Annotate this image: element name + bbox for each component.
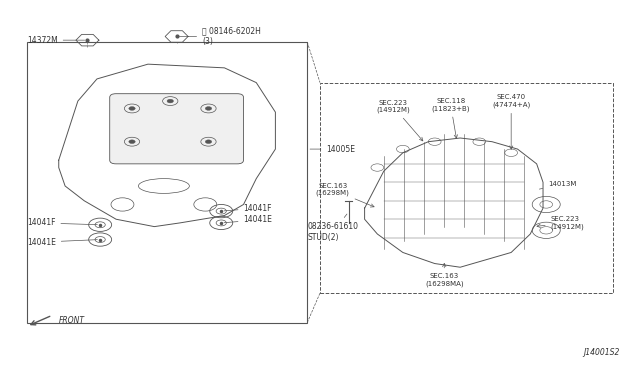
- Circle shape: [205, 140, 212, 144]
- Text: J14001S2: J14001S2: [583, 348, 620, 357]
- FancyBboxPatch shape: [109, 94, 244, 164]
- Circle shape: [167, 99, 173, 103]
- Text: 14005E: 14005E: [310, 145, 355, 154]
- Text: SEC.118
(11823+B): SEC.118 (11823+B): [431, 98, 470, 138]
- Text: SEC.163
(16298MA): SEC.163 (16298MA): [425, 263, 463, 287]
- Text: 14372M: 14372M: [27, 36, 84, 45]
- Bar: [320, 83, 613, 293]
- Text: 14041E: 14041E: [27, 238, 97, 247]
- Text: SEC.223
(14912M): SEC.223 (14912M): [537, 216, 584, 230]
- Text: 14013M: 14013M: [540, 181, 577, 189]
- Text: SEC.223
(14912M): SEC.223 (14912M): [376, 100, 423, 141]
- Text: 14041E: 14041E: [224, 215, 273, 224]
- Text: 08236-61610
STUD(2): 08236-61610 STUD(2): [307, 214, 358, 242]
- Text: Ⓑ 08146-6202H
(3): Ⓑ 08146-6202H (3): [179, 27, 261, 46]
- Text: 14041F: 14041F: [27, 218, 97, 227]
- Circle shape: [129, 140, 135, 144]
- Circle shape: [205, 107, 212, 110]
- Circle shape: [129, 107, 135, 110]
- Text: FRONT: FRONT: [59, 316, 84, 325]
- Text: 14041F: 14041F: [224, 203, 272, 213]
- Text: SEC.470
(47474+A): SEC.470 (47474+A): [492, 94, 531, 149]
- Bar: [27, 42, 307, 323]
- Text: SEC.163
(16298M): SEC.163 (16298M): [316, 183, 374, 207]
